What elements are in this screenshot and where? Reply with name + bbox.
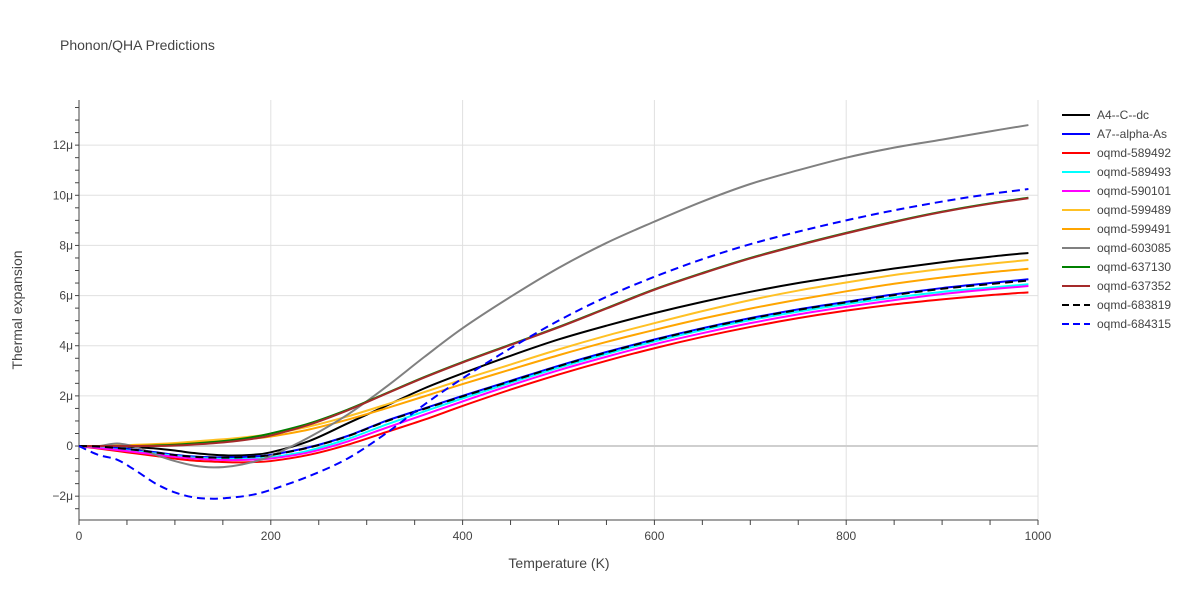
x-axis-label: Temperature (K) — [508, 555, 609, 571]
series-line-oqmd-590101 — [78, 285, 1029, 462]
x-tick-label: 400 — [453, 529, 473, 543]
series-line-oqmd-603085 — [78, 124, 1029, 469]
legend-label: oqmd-599491 — [1097, 222, 1171, 236]
y-tick-label: 0 — [66, 439, 73, 453]
series-line-A4--C--dc — [79, 251, 1029, 457]
legend-label: oqmd-590101 — [1097, 184, 1171, 198]
y-tick-label: 2μ — [59, 389, 73, 403]
series-lines — [78, 124, 1029, 500]
legend-label: A4--C--dc — [1097, 108, 1149, 122]
y-tick-label: 4μ — [59, 339, 73, 353]
legend-label: oqmd-683819 — [1097, 298, 1171, 312]
series-line-oqmd-684315 — [78, 188, 1029, 500]
y-tick-label: 6μ — [59, 289, 73, 303]
legend-label: oqmd-599489 — [1097, 203, 1171, 217]
axes: 0 200 400 600 800 1000 −2μ 0 2μ 4μ 6μ 8μ 10μ 12μ — [52, 100, 1052, 543]
y-tick-label: −2μ — [52, 489, 73, 503]
y-tick-label: 8μ — [59, 238, 73, 252]
chart-title: Phonon/QHA Predictions — [60, 37, 215, 53]
y-axis-label: Thermal expansion — [9, 250, 25, 369]
legend-label: oqmd-589493 — [1097, 165, 1171, 179]
x-tick-label: 1000 — [1025, 529, 1052, 543]
legend-label: A7--alpha-As — [1097, 127, 1167, 141]
y-tick-label: 12μ — [53, 138, 73, 152]
x-tick-label: 800 — [836, 529, 856, 543]
series-line-oqmd-637352 — [79, 197, 1029, 448]
x-tick-label: 0 — [76, 529, 83, 543]
series-line-A7--alpha-As — [78, 278, 1029, 459]
legend-label: oqmd-637352 — [1097, 279, 1171, 293]
legend-label: oqmd-589492 — [1097, 146, 1171, 160]
legend: A4--C--dc A7--alpha-As oqmd-589492 oqmd-589… — [1062, 108, 1171, 331]
y-tick-label: 10μ — [53, 188, 73, 202]
legend-label: oqmd-603085 — [1097, 241, 1171, 255]
x-tick-label: 200 — [261, 529, 281, 543]
series-line-oqmd-683819 — [78, 279, 1029, 459]
grid — [78, 100, 1039, 520]
x-tick-label: 600 — [644, 529, 664, 543]
legend-label: oqmd-684315 — [1097, 317, 1171, 331]
legend-label: oqmd-637130 — [1097, 260, 1171, 274]
